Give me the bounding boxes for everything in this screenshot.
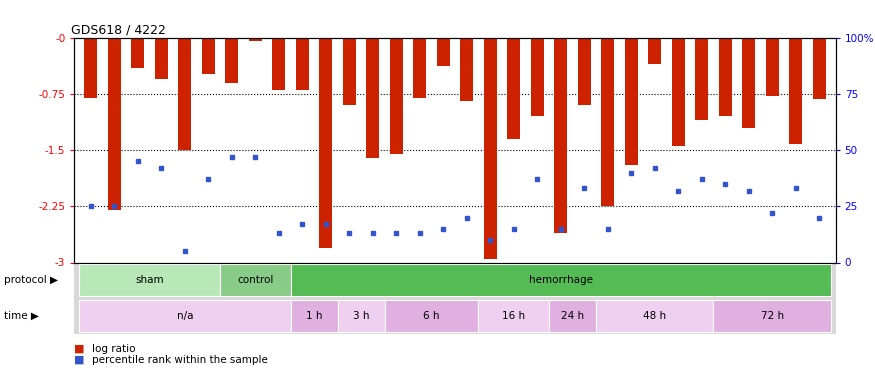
Bar [220,264,290,296]
Text: 48 h: 48 h [643,311,666,321]
Bar [108,38,121,210]
Bar [338,300,384,332]
Bar [290,300,338,332]
Bar [413,38,426,98]
Bar [531,38,543,116]
Bar [155,38,168,79]
Text: time ▶: time ▶ [4,311,39,321]
Text: 72 h: 72 h [760,311,784,321]
Bar [367,38,379,158]
Text: sham: sham [136,275,164,285]
Bar [178,38,192,150]
Text: hemorrhage: hemorrhage [528,275,592,285]
Bar [79,300,290,332]
Text: ■: ■ [74,355,85,365]
Bar [319,38,332,248]
Bar [766,38,779,96]
Bar [384,300,479,332]
Bar [648,38,662,64]
Bar [507,38,521,139]
Text: 3 h: 3 h [353,311,369,321]
Bar [549,300,596,332]
Bar [742,38,755,128]
Bar [296,38,309,90]
Bar [596,300,713,332]
Text: n/a: n/a [177,311,193,321]
Bar [343,38,356,105]
Text: 1 h: 1 h [305,311,322,321]
Bar [84,38,97,98]
Bar [696,38,708,120]
Text: protocol ▶: protocol ▶ [4,275,59,285]
Bar [713,300,831,332]
Text: control: control [237,275,274,285]
Bar [248,38,262,41]
Bar [131,38,144,68]
Text: 6 h: 6 h [424,311,440,321]
Bar [718,38,732,116]
Text: GDS618 / 4222: GDS618 / 4222 [71,23,165,36]
Text: ■: ■ [74,344,85,354]
Bar [389,38,402,154]
Text: percentile rank within the sample: percentile rank within the sample [92,355,268,365]
Text: 24 h: 24 h [561,311,584,321]
Bar [202,38,214,74]
Bar [601,38,614,206]
Bar [437,38,450,66]
Bar [79,264,220,296]
Bar [578,38,591,105]
Bar [672,38,684,146]
Text: log ratio: log ratio [92,344,136,354]
Bar [290,264,831,296]
Text: 16 h: 16 h [502,311,525,321]
Bar [554,38,567,232]
Bar [226,38,238,82]
Bar [484,38,497,259]
Bar [479,300,549,332]
Bar [625,38,638,165]
Bar [460,38,473,101]
Bar [813,38,826,99]
Bar [272,38,285,90]
Bar [789,38,802,144]
